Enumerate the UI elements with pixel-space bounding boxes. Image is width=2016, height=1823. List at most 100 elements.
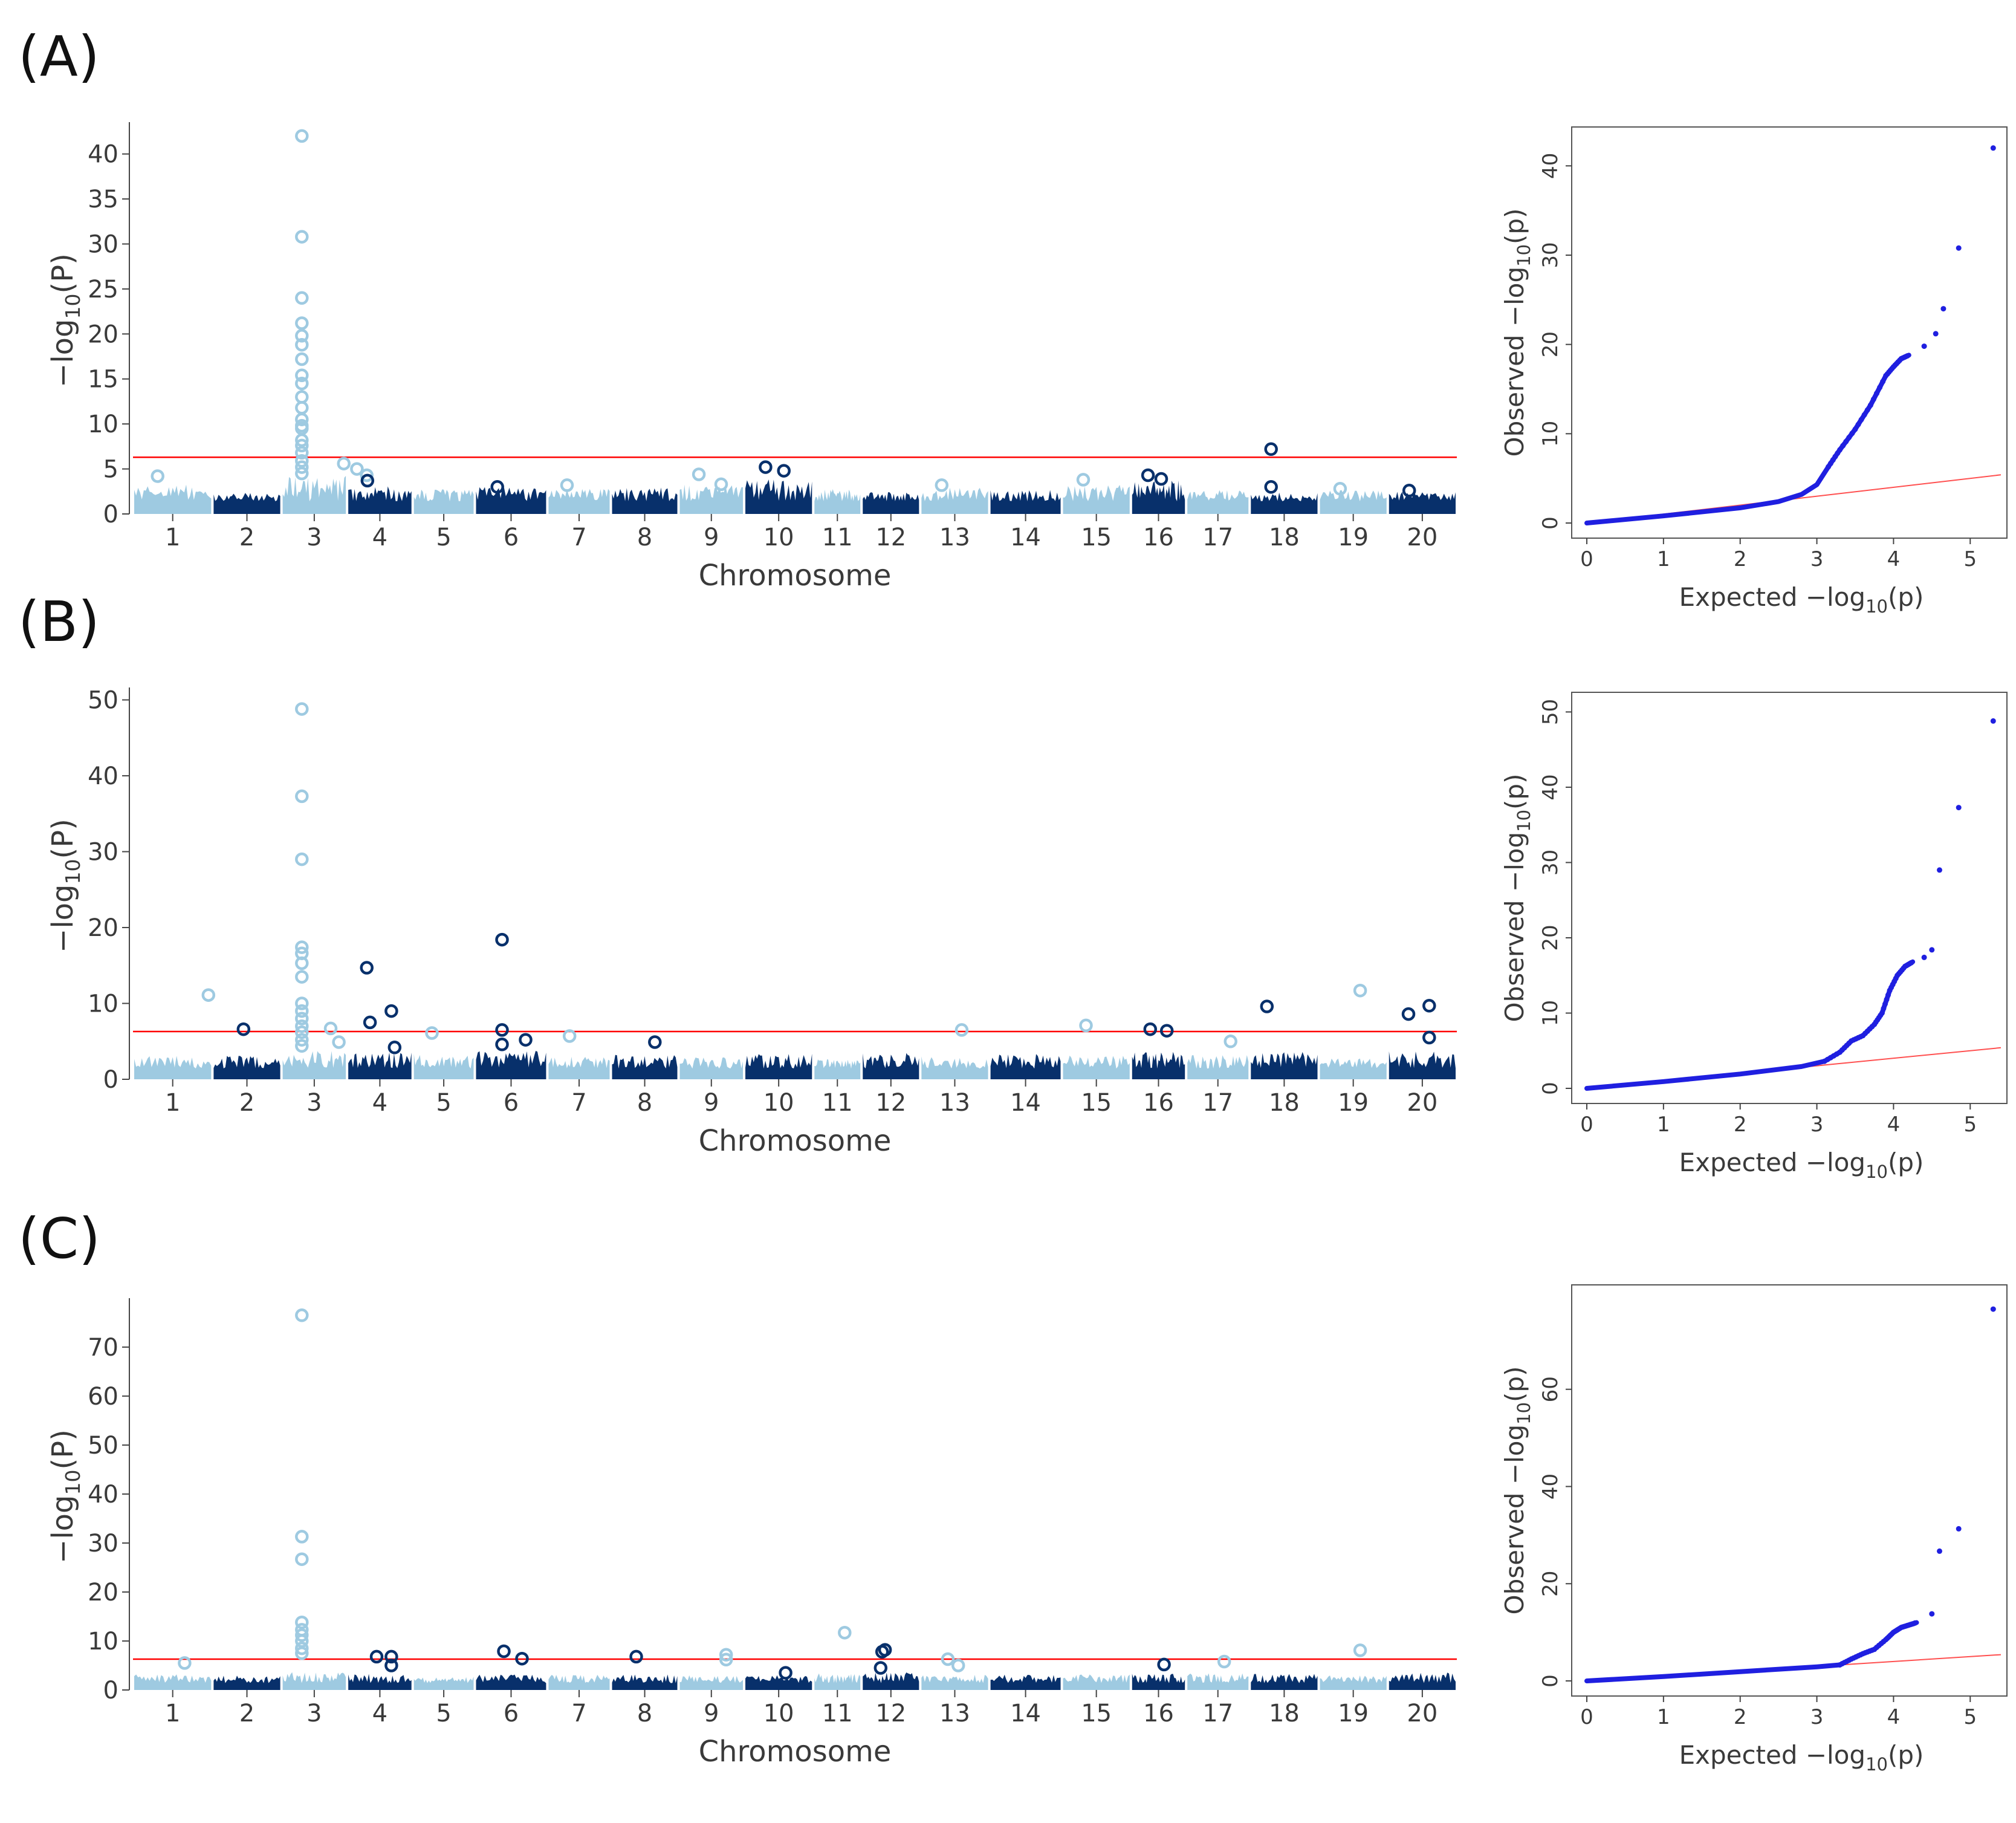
snp-point [1333, 482, 1347, 496]
qq-point [1937, 1548, 1942, 1554]
chromosome-band-10 [745, 1675, 812, 1690]
qq-plot-c: 0 1 2 3 4 5 0 20 40 60 Expected −log10(p) Observed … [1500, 1284, 2008, 1775]
snp-point [236, 1022, 251, 1036]
x-tick-label-chr-11: 11 [822, 1089, 853, 1117]
x-tick-label-chr-7: 7 [571, 1089, 586, 1117]
chromosome-band-3 [282, 476, 346, 514]
chromosome-band-16 [1132, 1051, 1185, 1079]
y-tick-label: 40 [88, 141, 118, 169]
chromosome-band-1 [134, 1674, 212, 1690]
qq-point [1990, 1306, 1996, 1312]
x-tick-label-chr-15: 15 [1081, 524, 1112, 551]
snp-point [1401, 1007, 1416, 1021]
snp-point [1422, 999, 1436, 1013]
chromosome-band-8 [612, 1674, 678, 1690]
snp-point [387, 1041, 402, 1054]
snp-point [295, 1004, 309, 1018]
x-axis-title: Chromosome [699, 559, 892, 593]
snp-point [178, 1656, 192, 1670]
snp-point [295, 316, 309, 330]
snp-point [714, 477, 728, 492]
x-tick-label-chr-1: 1 [165, 1700, 180, 1727]
snp-point [295, 368, 309, 383]
snp-point [515, 1651, 529, 1666]
qq-point [1858, 417, 1864, 423]
snp-point [350, 462, 364, 476]
x-tick-label-chr-3: 3 [306, 524, 322, 551]
x-tick-label-chr-5: 5 [436, 1089, 451, 1117]
snp-point [384, 1649, 398, 1664]
x-tick-label: 2 [1734, 1705, 1747, 1729]
snp-point [560, 478, 574, 492]
x-tick-label-chr-8: 8 [637, 524, 652, 551]
x-tick-label-chr-5: 5 [436, 524, 451, 551]
snp-point [490, 480, 504, 494]
qq-point [1908, 960, 1914, 966]
snp-point [295, 352, 309, 366]
y-tick-label: 15 [88, 366, 118, 394]
panel-label: (C) [18, 1206, 101, 1271]
chromosome-band-20 [1389, 1672, 1456, 1690]
chromosome-band-6 [476, 1051, 546, 1079]
y-tick-label: 50 [1538, 699, 1563, 725]
chromosome-band-19 [1320, 490, 1387, 514]
x-tick-label: 0 [1580, 1113, 1593, 1137]
snp-point [295, 433, 309, 447]
chromosome-band-17 [1187, 1673, 1249, 1690]
y-tick-label: 50 [88, 1432, 118, 1460]
y-tick-label: 20 [88, 1579, 118, 1607]
chromosome-band-2 [213, 1056, 280, 1079]
chromosome-band-12 [863, 1053, 919, 1079]
snp-point [295, 852, 309, 866]
x-tick-label-chr-17: 17 [1202, 1089, 1233, 1117]
qq-point [1912, 1620, 1918, 1626]
qq-point [1870, 396, 1876, 402]
x-tick-label-chr-18: 18 [1269, 1089, 1300, 1117]
x-tick-label: 1 [1657, 547, 1670, 571]
y-tick-label: 10 [88, 1628, 118, 1656]
x-tick-label-chr-17: 17 [1202, 524, 1233, 551]
x-tick-label-chr-7: 7 [571, 524, 586, 551]
x-tick-label-chr-3: 3 [306, 1700, 322, 1727]
qq-point [1867, 402, 1873, 408]
x-tick-label-chr-5: 5 [436, 1700, 451, 1727]
snp-point [1157, 1657, 1171, 1672]
snp-point [295, 329, 309, 343]
snp-point [295, 1033, 309, 1047]
y-axis-title: Observed −log10(p) [1500, 1366, 1534, 1615]
snp-point [295, 996, 309, 1010]
snp-point [1260, 999, 1274, 1013]
chromosome-band-9 [679, 484, 744, 514]
panel-label: (A) [18, 24, 100, 89]
x-tick-label-chr-16: 16 [1143, 1700, 1174, 1727]
snp-point [295, 970, 309, 984]
chromosome-band-11 [814, 1059, 861, 1079]
snp-point [295, 453, 309, 468]
snp-point [878, 1643, 892, 1657]
y-tick-label: 70 [88, 1334, 118, 1362]
snp-point [873, 1661, 888, 1675]
panel-c: (C) 0 10 20 30 40 50 60 70 −log10(P) 1 2 3 4 5 6 7 8 9 10 1… [0, 1194, 2016, 1775]
y-tick-label: 0 [103, 1677, 118, 1704]
qq-point [1904, 353, 1910, 359]
chromosome-band-2 [213, 493, 280, 514]
snp-point [648, 1035, 662, 1049]
observed-curve [1584, 353, 1911, 525]
snp-point [295, 390, 309, 404]
snp-point [295, 789, 309, 804]
x-tick-label-chr-20: 20 [1407, 1089, 1437, 1117]
chromosome-band-20 [1389, 1051, 1456, 1079]
qq-point [1929, 1611, 1935, 1617]
y-tick-label: 40 [1538, 1474, 1563, 1500]
snp-point [719, 1652, 733, 1667]
y-tick-label: 10 [1538, 1000, 1563, 1026]
snp-point [1076, 473, 1091, 487]
chromosome-band-16 [1132, 1674, 1185, 1690]
qq-point [1929, 947, 1935, 953]
x-tick-label: 5 [1963, 547, 1977, 571]
x-tick-label-chr-14: 14 [1010, 524, 1041, 551]
snp-point [777, 464, 791, 478]
qq-point [1880, 379, 1886, 385]
